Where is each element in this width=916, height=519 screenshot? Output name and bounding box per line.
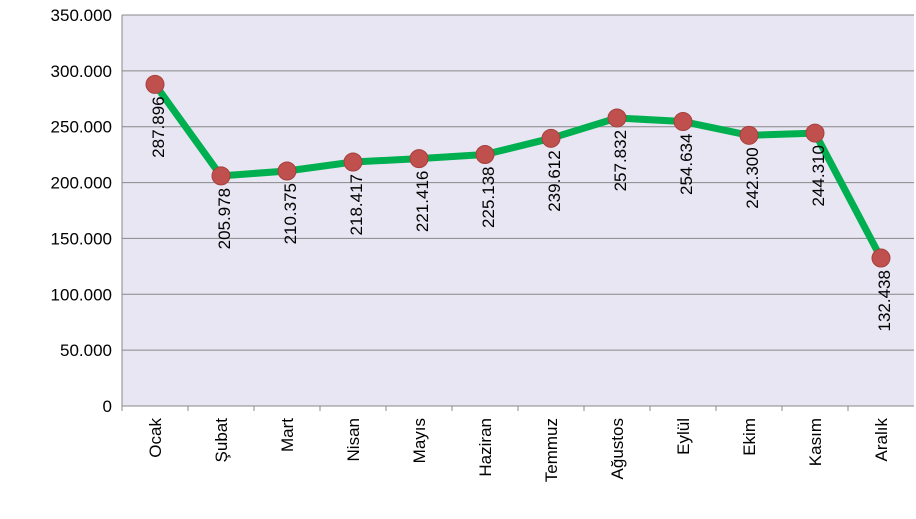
- data-label: 254.634: [677, 134, 696, 195]
- x-tick-label: Ocak: [146, 418, 165, 458]
- x-tick-label: Mayıs: [410, 418, 429, 463]
- y-tick-label: 350.000: [51, 6, 112, 25]
- x-tick-label: Haziran: [476, 418, 495, 477]
- marker: [145, 74, 165, 94]
- x-tick-label: Temmuz: [542, 418, 561, 482]
- x-tick-label: Aralık: [872, 418, 891, 462]
- data-label: 205.978: [215, 188, 234, 249]
- y-tick-label: 100.000: [51, 285, 112, 304]
- marker: [541, 128, 561, 148]
- data-label: 210.375: [281, 183, 300, 244]
- data-label: 244.310: [809, 145, 828, 206]
- marker: [343, 152, 363, 172]
- data-label: 225.138: [479, 166, 498, 227]
- marker: [805, 123, 825, 143]
- data-label: 239.612: [545, 150, 564, 211]
- line: [152, 82, 885, 260]
- plot-area: [122, 15, 914, 406]
- x-tick-label: Nisan: [344, 418, 363, 461]
- x-tick-label: Ekim: [740, 418, 759, 456]
- data-label: 132.438: [875, 270, 894, 331]
- y-tick-label: 250.000: [51, 118, 112, 137]
- data-label: 218.417: [347, 174, 366, 235]
- marker: [211, 166, 231, 186]
- x-tick-label: Şubat: [212, 418, 231, 463]
- marker: [739, 125, 759, 145]
- data-label: 242.300: [743, 147, 762, 208]
- y-tick-label: 150.000: [51, 229, 112, 248]
- x-tick-label: Eylül: [674, 418, 693, 455]
- y-tick-label: 50.000: [60, 341, 112, 360]
- marker: [475, 144, 495, 164]
- marker: [673, 112, 693, 132]
- marker: [607, 108, 627, 128]
- marker: [871, 248, 891, 268]
- y-tick-label: 200.000: [51, 174, 112, 193]
- y-tick-label: 300.000: [51, 62, 112, 81]
- data-label: 257.832: [611, 130, 630, 191]
- data-label: 221.416: [413, 171, 432, 232]
- marker: [409, 149, 429, 169]
- marker: [277, 161, 297, 181]
- y-tick-label: 0: [103, 397, 112, 416]
- x-tick-label: Ağustos: [608, 418, 627, 479]
- data-label: 287.896: [149, 96, 168, 157]
- x-tick-label: Kasım: [806, 418, 825, 466]
- x-tick-label: Mart: [278, 418, 297, 452]
